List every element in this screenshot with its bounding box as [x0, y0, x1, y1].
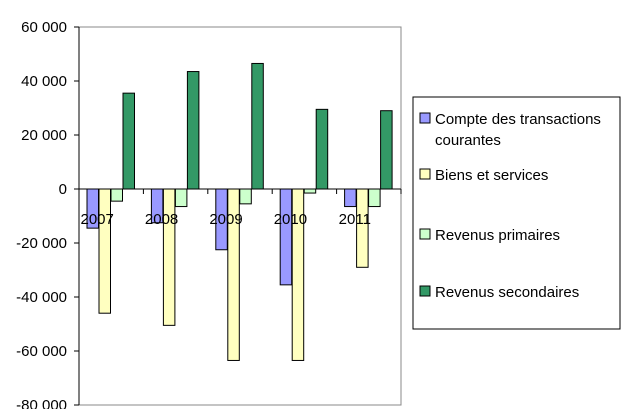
bar [162, 188, 176, 326]
y-tick-label: -80 000 [16, 397, 67, 409]
legend-swatch [419, 112, 431, 124]
legend-label: Compte des transactions [435, 111, 601, 128]
bar [279, 188, 293, 286]
legend-swatch [419, 168, 431, 180]
legend-label: courantes [435, 132, 501, 149]
y-tick-label: 40 000 [21, 73, 67, 90]
bar [380, 110, 393, 190]
legend-swatch [419, 285, 431, 297]
plot-border [78, 26, 402, 406]
x-axis: 2007 2008 2009 2010 2011 [78, 188, 402, 228]
x-tick-label: 2011 [339, 211, 371, 228]
bar [186, 71, 200, 190]
bar [110, 188, 123, 202]
bar [356, 188, 369, 268]
y-axis: 60 000 40 000 20 000 0 -20 000 -40 000 -60 000… [16, 19, 80, 409]
bar [122, 92, 135, 190]
bar [315, 108, 329, 190]
bar [251, 62, 264, 190]
x-tick-label: 2008 [145, 211, 178, 228]
y-tick-label: 20 000 [21, 127, 67, 144]
bar [174, 188, 188, 208]
legend-box [412, 96, 621, 330]
y-tick-label: 0 [59, 181, 67, 198]
legend-label: Revenus secondaires [435, 284, 579, 301]
bar [368, 188, 381, 208]
bar [303, 188, 317, 194]
y-tick-label: -40 000 [16, 289, 67, 306]
bar [239, 188, 252, 205]
x-tick-label: 2007 [81, 211, 114, 228]
x-tick-label: 2010 [274, 211, 307, 228]
y-tick-label: 60 000 [21, 19, 67, 36]
bar [98, 188, 111, 314]
legend: Compte des transactions courantes Biens et… [412, 96, 621, 330]
y-tick-label: -20 000 [16, 235, 67, 252]
plot-area [78, 26, 402, 406]
bar [344, 188, 357, 208]
legend-swatch [419, 228, 431, 240]
legend-label: Biens et services [435, 167, 548, 184]
x-tick-label: 2009 [209, 211, 242, 228]
legend-label: Revenus primaires [435, 227, 560, 244]
y-tick-label: -60 000 [16, 343, 67, 360]
